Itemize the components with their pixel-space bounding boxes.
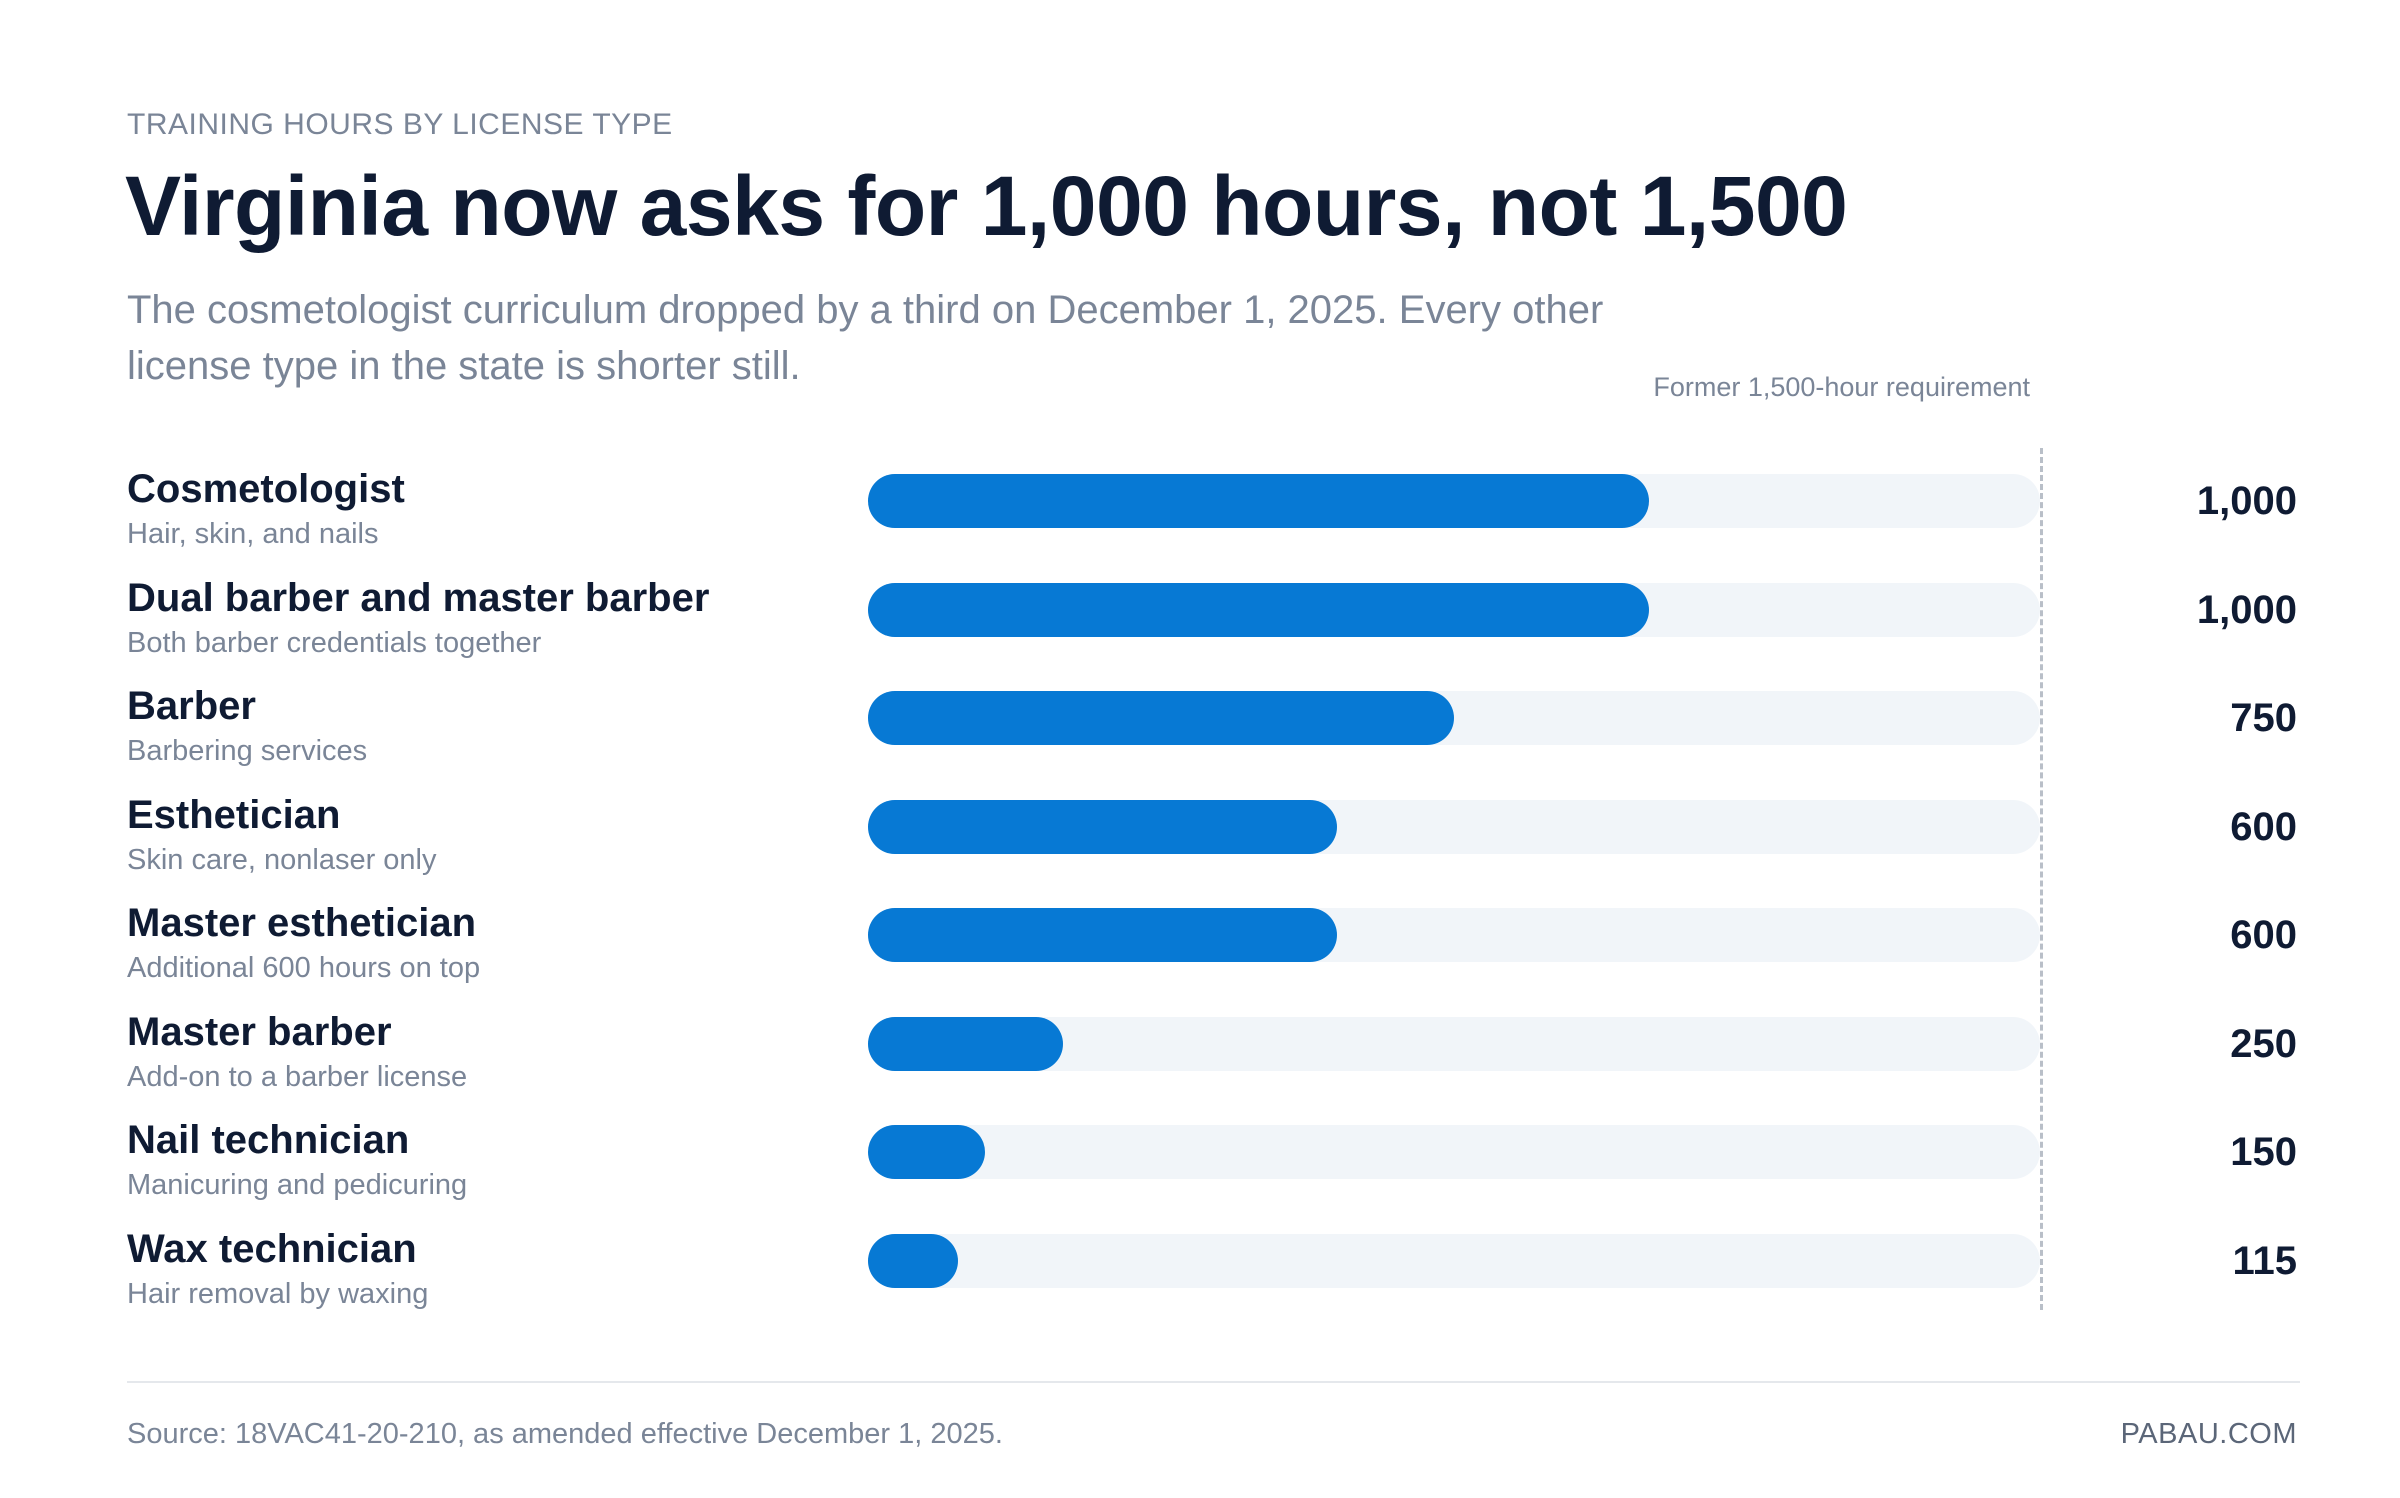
row-label: Barber [127, 684, 256, 728]
bar-row: Esthetician Skin care, nonlaser only 600 [0, 793, 2400, 910]
bar-value-label: 750 [2230, 696, 2297, 740]
bar-row: Nail technician Manicuring and pedicuring… [0, 1118, 2400, 1235]
row-label: Master barber [127, 1009, 392, 1054]
bar [868, 582, 1650, 637]
bar-row: Dual barber and master barber Both barber… [0, 576, 2400, 693]
bar-value-label: 115 [2232, 1238, 2297, 1283]
row-label: Nail technician [127, 1118, 410, 1162]
row-label: Cosmetologist [127, 467, 405, 511]
row-sublabel: Hair removal by waxing [127, 1277, 429, 1310]
bar-row: Master esthetician Additional 600 hours o… [0, 901, 2400, 1018]
bar-value-label: 250 [2230, 1021, 2297, 1066]
bar [868, 691, 1454, 745]
row-label: Esthetician [127, 792, 341, 837]
bar-value-label: 600 [2230, 913, 2297, 957]
bar-row: Master barber Add-on to a barber license 2… [0, 1010, 2400, 1127]
bar-value-label: 600 [2230, 804, 2297, 849]
row-sublabel: Skin care, nonlaser only [127, 843, 437, 876]
brand-link[interactable]: PABAU.COM [2120, 1418, 2297, 1450]
row-sublabel: Manicuring and pedicuring [127, 1169, 468, 1201]
row-sublabel: Additional 600 hours on top [127, 952, 481, 984]
bar [868, 908, 1337, 962]
chart-subtitle: The cosmetologist curriculum dropped by … [127, 288, 1604, 388]
bar [868, 1125, 986, 1179]
bar-row: Cosmetologist Hair, skin, and nails 1,000 [0, 467, 2400, 584]
reference-line [2040, 448, 2043, 1310]
bar-track [868, 1016, 2040, 1071]
bar-value-label: 150 [2230, 1130, 2297, 1174]
bar [868, 1233, 958, 1288]
chart-title: Virginia now asks for 1,000 hours, not 1… [125, 159, 1848, 253]
bar [868, 1016, 1064, 1071]
bar [868, 799, 1337, 854]
row-sublabel: Hair, skin, and nails [127, 518, 379, 550]
bar-value-label: 1,000 [2196, 587, 2297, 632]
row-sublabel: Barbering services [127, 735, 368, 767]
row-sublabel: Both barber credentials together [127, 626, 542, 659]
row-label: Dual barber and master barber [127, 575, 710, 620]
bar [868, 474, 1650, 528]
source-note: Source: 18VAC41-20-210, as amended effec… [127, 1418, 1003, 1450]
bar-track [868, 1125, 2040, 1179]
bar-track [868, 1233, 2040, 1288]
row-label: Wax technician [127, 1226, 417, 1271]
row-label: Master esthetician [127, 901, 477, 945]
row-sublabel: Add-on to a barber license [127, 1060, 468, 1093]
bar-row: Barber Barbering services 750 [0, 684, 2400, 801]
footer-divider [127, 1381, 2300, 1383]
reference-line-label: Former 1,500-hour requirement [1653, 372, 2030, 402]
bar-row: Wax technician Hair removal by waxing 115 [0, 1227, 2400, 1344]
chart-eyebrow: TRAINING HOURS BY LICENSE TYPE [127, 108, 673, 141]
bar-value-label: 1,000 [2196, 479, 2297, 523]
